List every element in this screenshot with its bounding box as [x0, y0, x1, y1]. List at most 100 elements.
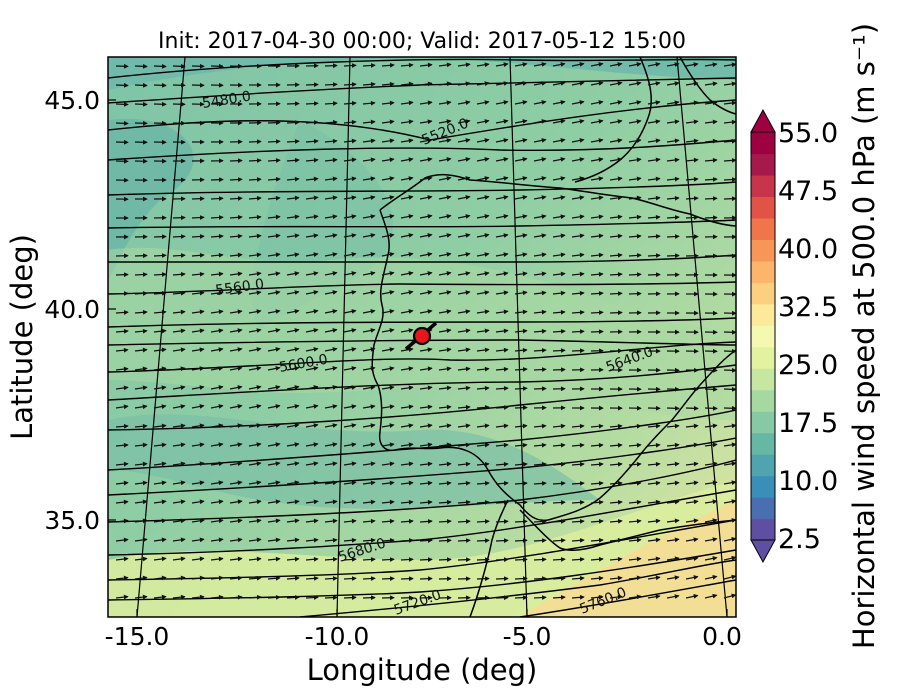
wind-vector	[666, 442, 680, 448]
wind-vector	[419, 538, 433, 543]
wind-vector	[552, 309, 566, 315]
wind-vector	[438, 385, 452, 391]
wind-vector	[457, 214, 471, 219]
wind-vector	[723, 593, 736, 599]
wind-vector	[647, 575, 661, 581]
wind-vector	[476, 347, 490, 353]
wind-vector	[267, 195, 281, 201]
wind-vector	[514, 386, 528, 391]
x-tick-label: -5.0	[503, 622, 552, 651]
wind-vector	[704, 556, 718, 561]
wind-vector	[628, 499, 642, 505]
wind-vector	[362, 176, 376, 182]
wind-vector	[704, 537, 718, 542]
wind-vector	[305, 385, 319, 390]
wind-vector	[305, 366, 319, 371]
wind-vector	[248, 366, 262, 371]
wind-vector	[419, 480, 433, 486]
wind-vector	[628, 575, 642, 581]
wind-vector	[476, 233, 490, 238]
wind-vector	[286, 139, 300, 144]
wind-vector	[153, 347, 167, 353]
wind-vector	[552, 519, 566, 524]
wind-vector	[362, 214, 376, 219]
wind-vector	[400, 309, 414, 314]
wind-vector	[362, 81, 376, 87]
wind-vector	[400, 461, 414, 467]
wind-vector	[514, 176, 528, 181]
wind-vector	[362, 138, 376, 144]
wind-vector	[134, 594, 148, 600]
wind-vector	[172, 480, 186, 486]
wind-vector	[210, 271, 224, 277]
wind-vector	[514, 119, 528, 124]
wind-vector	[438, 519, 452, 524]
wind-vector	[628, 233, 642, 239]
wind-vector	[305, 423, 319, 428]
wind-vector	[628, 442, 642, 448]
wind-vector	[419, 347, 433, 353]
wind-vector	[343, 404, 357, 409]
wind-vector	[115, 575, 129, 581]
wind-vector	[286, 120, 300, 125]
wind-vector	[286, 195, 300, 201]
wind-vector	[457, 252, 471, 257]
wind-vector	[628, 81, 642, 86]
wind-vector	[191, 518, 205, 524]
wind-vector	[343, 480, 357, 486]
wind-vector	[476, 176, 490, 181]
wind-vector	[419, 271, 433, 276]
wind-vector	[419, 557, 433, 562]
wind-vector	[495, 81, 509, 86]
wind-vector	[647, 272, 661, 278]
wind-vector	[647, 176, 661, 182]
wind-vector	[172, 537, 186, 543]
wind-vector	[248, 518, 262, 524]
wind-vector	[153, 423, 167, 429]
wind-vector	[628, 157, 642, 163]
wind-vector	[267, 233, 281, 239]
wind-vector	[210, 328, 224, 334]
wind-vector	[609, 480, 623, 486]
location-marker	[404, 321, 438, 351]
wind-vector	[590, 480, 604, 486]
colorbar-swatch	[751, 153, 775, 176]
wind-vector	[666, 157, 680, 163]
wind-vector	[514, 138, 528, 143]
wind-vector	[476, 576, 490, 582]
wind-vector	[419, 157, 433, 162]
wind-vector	[552, 252, 566, 258]
wind-vector	[590, 518, 604, 524]
wind-vector	[191, 556, 205, 562]
y-axis-label: Latitude (deg)	[5, 234, 39, 440]
wind-vector	[476, 62, 490, 68]
wind-vector	[495, 366, 509, 372]
wind-vector	[362, 442, 376, 448]
colorbar-swatch	[751, 132, 775, 155]
wind-vector	[647, 195, 661, 201]
wind-vector	[324, 423, 338, 428]
wind-vector	[495, 62, 509, 67]
wind-vector	[647, 594, 661, 600]
wind-vector	[495, 576, 509, 582]
wind-vector	[191, 594, 205, 600]
wind-vector	[476, 328, 490, 334]
wind-vector	[305, 290, 319, 295]
wind-vector	[704, 518, 718, 523]
wind-vector	[419, 290, 433, 295]
wind-vector	[362, 328, 376, 333]
wind-vector	[514, 442, 528, 448]
wind-vector	[134, 309, 148, 315]
wind-vector	[438, 100, 452, 106]
wind-vector	[666, 518, 680, 524]
wind-vector	[457, 81, 471, 87]
wind-vector	[362, 404, 376, 410]
wind-vector	[685, 119, 699, 125]
wind-vector	[457, 366, 471, 372]
colorbar-tick-label: 10.0	[778, 466, 838, 497]
wind-vector	[381, 480, 395, 486]
wind-vector	[685, 537, 699, 543]
wind-vector	[305, 176, 319, 182]
wind-vector	[647, 100, 661, 105]
wind-vector	[324, 214, 338, 220]
